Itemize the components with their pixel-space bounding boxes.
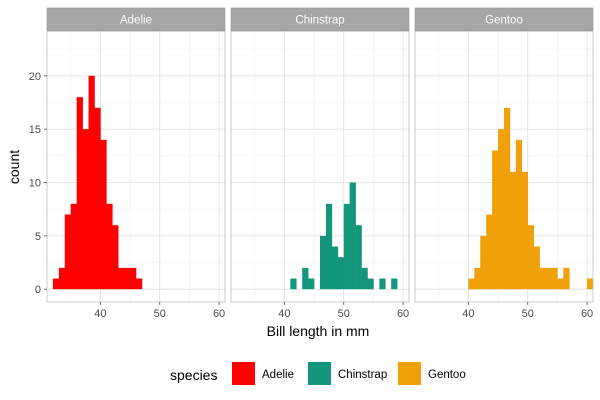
x-tick-label: 50 — [522, 308, 534, 320]
legend-swatch-chinstrap — [308, 362, 331, 385]
bar-adelie-41 — [106, 203, 113, 290]
facet-strip-chinstrap — [230, 7, 410, 32]
bar-chinstrap-43 — [302, 267, 309, 290]
facet-strip-label: Chinstrap — [295, 15, 344, 27]
panel-chinstrap: Chinstrap — [230, 7, 410, 303]
bar-adelie-36 — [76, 97, 83, 290]
panel-gentoo: Gentoo — [414, 7, 594, 303]
bar-adelie-43 — [118, 267, 125, 290]
bar-adelie-45 — [130, 267, 137, 290]
bar-adelie-42 — [112, 225, 119, 290]
bar-gentoo-41 — [474, 267, 481, 290]
bar-adelie-33 — [58, 267, 66, 290]
bar-adelie-37 — [82, 129, 89, 290]
bar-gentoo-49 — [521, 171, 529, 290]
x-axis-title: Bill length in mm — [267, 323, 370, 339]
bar-gentoo-48 — [515, 139, 523, 290]
x-tick-label: 60 — [213, 308, 225, 320]
bar-gentoo-56 — [563, 267, 570, 290]
y-tick-label: 10 — [29, 178, 41, 190]
y-tick-label: 20 — [29, 71, 41, 83]
bar-gentoo-44 — [492, 150, 499, 290]
bar-chinstrap-52 — [355, 225, 362, 290]
facet-panels: Adelie Chinstrap Gentoo — [46, 7, 594, 303]
bar-gentoo-40 — [468, 278, 475, 290]
bar-gentoo-52 — [539, 267, 546, 290]
bar-adelie-35 — [70, 203, 77, 290]
bar-gentoo-46 — [504, 107, 511, 290]
bar-chinstrap-49 — [337, 257, 345, 290]
y-tick-label: 0 — [35, 284, 41, 296]
bar-adelie-40 — [100, 139, 107, 290]
bar-chinstrap-46 — [320, 235, 327, 290]
bar-adelie-44 — [124, 267, 131, 290]
bar-gentoo-47 — [509, 171, 517, 290]
y-axis: 0 5 10 15 20 — [29, 71, 47, 296]
bar-gentoo-45 — [498, 129, 505, 290]
legend-label-gentoo: Gentoo — [428, 369, 466, 381]
bar-adelie-34 — [64, 214, 72, 290]
bar-chinstrap-47 — [325, 203, 333, 290]
y-tick-label: 15 — [29, 124, 41, 136]
x-tick-label: 60 — [397, 308, 409, 320]
x-tick-label: 40 — [462, 308, 474, 320]
bar-chinstrap-44 — [308, 278, 315, 290]
bar-adelie-38 — [88, 75, 95, 290]
x-tick-label: 60 — [581, 308, 593, 320]
y-axis-title: count — [6, 150, 22, 184]
facet-strip-label: Adelie — [120, 15, 152, 27]
facet-strip-label: Gentoo — [485, 15, 523, 27]
bar-gentoo-51 — [533, 246, 540, 290]
facet-strip-adelie — [46, 7, 226, 32]
bar-chinstrap-50 — [343, 203, 350, 290]
bar-adelie-46 — [136, 278, 143, 290]
legend-swatch-adelie — [232, 362, 255, 385]
bar-chinstrap-56 — [379, 278, 386, 290]
bar-gentoo-53 — [545, 267, 552, 290]
bar-chinstrap-53 — [361, 267, 368, 290]
bar-gentoo-50 — [527, 225, 534, 290]
x-tick-label: 40 — [278, 308, 290, 320]
bar-gentoo-43 — [486, 214, 493, 290]
bar-adelie-39 — [94, 107, 101, 290]
panel-adelie: Adelie — [46, 7, 226, 303]
bar-chinstrap-51 — [349, 182, 356, 290]
legend-label-adelie: Adelie — [262, 369, 294, 381]
bar-chinstrap-58 — [391, 278, 398, 290]
facet-strip-gentoo — [414, 7, 594, 32]
bar-adelie-32 — [52, 278, 60, 290]
x-tick-label: 40 — [94, 308, 106, 320]
bar-gentoo-55 — [557, 278, 564, 290]
x-tick-label: 50 — [154, 308, 166, 320]
legend-title: species — [170, 367, 217, 383]
bar-chinstrap-48 — [331, 246, 339, 290]
legend: species Adelie Chinstrap Gentoo — [170, 362, 466, 385]
bar-gentoo-54 — [551, 267, 558, 290]
x-axis: 40 50 60 40 50 60 40 50 60 — [94, 302, 593, 320]
legend-swatch-gentoo — [398, 362, 421, 385]
bar-gentoo-60 — [587, 278, 594, 290]
x-tick-label: 50 — [338, 308, 350, 320]
y-tick-label: 5 — [35, 231, 41, 243]
bar-chinstrap-54 — [367, 278, 374, 290]
legend-label-chinstrap: Chinstrap — [338, 369, 387, 381]
bar-gentoo-42 — [480, 235, 487, 290]
bar-chinstrap-41 — [290, 278, 297, 290]
